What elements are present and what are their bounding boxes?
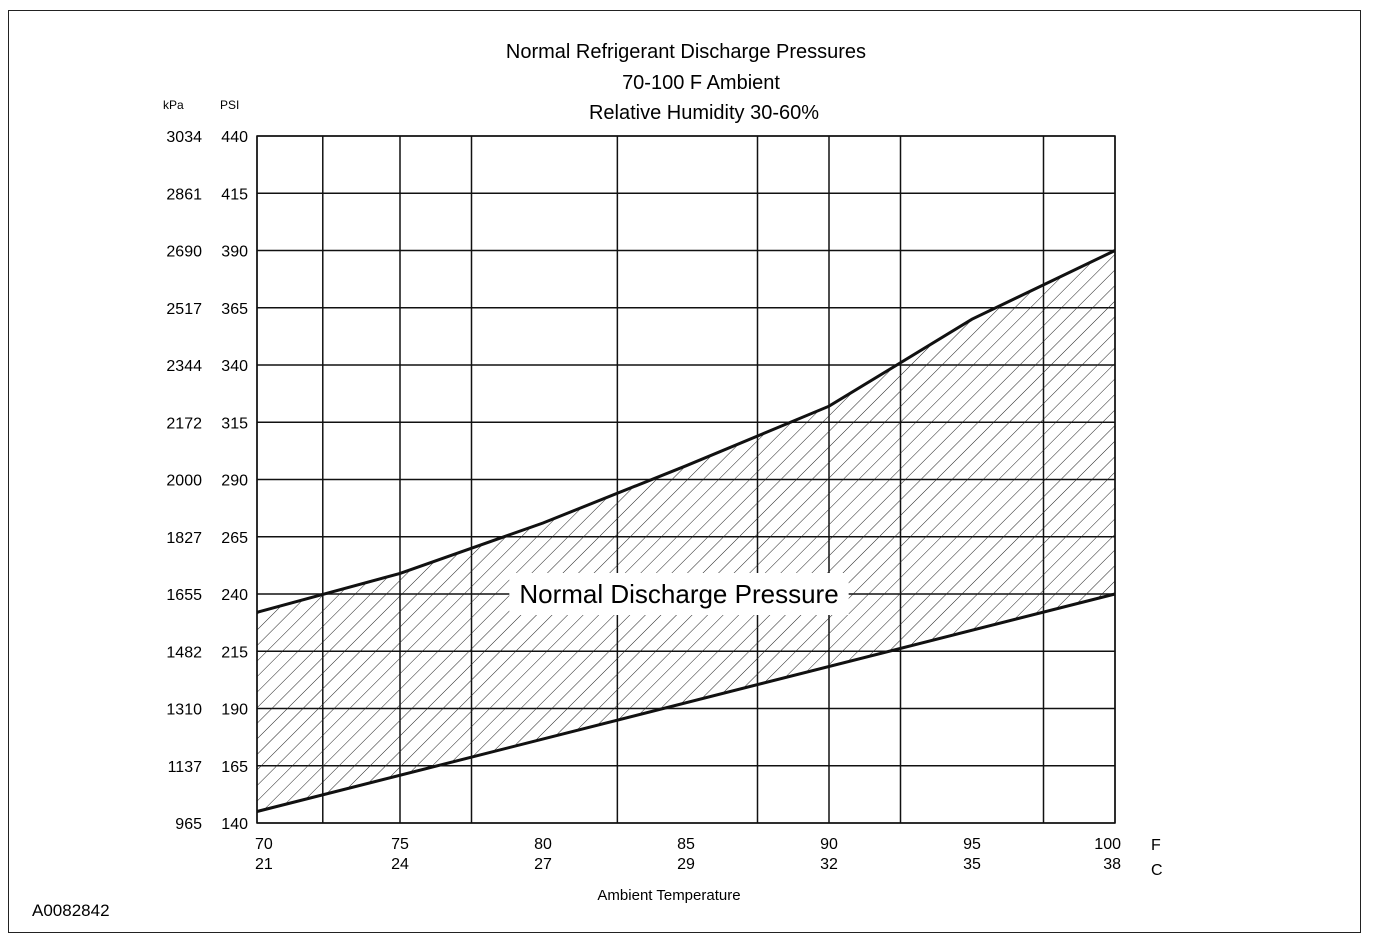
y-tick-label-psi: 165 bbox=[221, 759, 248, 776]
x-tick-label-f: 85 bbox=[677, 836, 695, 853]
figure-frame bbox=[8, 10, 1361, 933]
chart-title-line-3: Relative Humidity 30-60% bbox=[589, 102, 819, 124]
y-tick-labels-psi: 140 165 190 215 240 265 290 315 340 365 390 415 440 bbox=[221, 129, 248, 833]
y-tick-label-psi: 215 bbox=[221, 644, 248, 661]
plot-border bbox=[256, 135, 1116, 824]
x-tick-label-c: 21 bbox=[255, 856, 273, 873]
upper-limit-line bbox=[256, 249, 1116, 614]
x-unit-f: F bbox=[1151, 837, 1161, 854]
band-label-group: Normal Discharge Pressure bbox=[509, 573, 849, 615]
x-tick-label-f: 100 bbox=[1094, 836, 1121, 853]
y-tick-label-psi: 340 bbox=[221, 358, 248, 375]
y-unit-kpa: kPa bbox=[163, 98, 184, 112]
x-tick-label-c: 24 bbox=[391, 856, 409, 873]
x-tick-label-c: 35 bbox=[963, 856, 981, 873]
x-tick-label-c: 38 bbox=[1103, 856, 1121, 873]
y-tick-label-kpa: 1137 bbox=[168, 759, 203, 776]
y-tick-label-kpa: 2690 bbox=[166, 244, 202, 261]
y-tick-label-kpa: 1655 bbox=[166, 587, 202, 604]
chart-title-line-1: Normal Refrigerant Discharge Pressures bbox=[506, 41, 866, 63]
y-tick-label-kpa: 1482 bbox=[166, 644, 202, 661]
x-tick-label-c: 27 bbox=[534, 856, 552, 873]
band-label-background bbox=[509, 573, 849, 615]
x-tick-label-c: 32 bbox=[820, 856, 838, 873]
band-label: Normal Discharge Pressure bbox=[519, 579, 838, 609]
x-tick-label-f: 75 bbox=[391, 836, 409, 853]
x-tick-label-c: 29 bbox=[677, 856, 695, 873]
y-tick-label-psi: 415 bbox=[221, 186, 248, 203]
figure-code: A0082842 bbox=[32, 901, 110, 920]
y-tick-label-kpa: 2000 bbox=[166, 473, 202, 490]
x-unit-c: C bbox=[1151, 862, 1163, 879]
y-tick-label-kpa: 1310 bbox=[166, 702, 202, 719]
x-tick-label-f: 70 bbox=[255, 836, 273, 853]
x-tick-labels-f: 70 75 80 85 90 95 100 bbox=[255, 836, 1121, 853]
y-unit-psi: PSI bbox=[220, 98, 239, 112]
y-tick-label-psi: 315 bbox=[221, 415, 248, 432]
y-tick-label-kpa: 1827 bbox=[166, 530, 202, 547]
y-tick-label-kpa: 2517 bbox=[166, 301, 202, 318]
lower-limit-line bbox=[256, 592, 1116, 813]
y-tick-label-psi: 140 bbox=[221, 816, 248, 833]
y-tick-label-psi: 390 bbox=[221, 244, 248, 261]
y-tick-label-kpa: 3034 bbox=[166, 129, 202, 146]
x-tick-label-f: 90 bbox=[820, 836, 838, 853]
y-tick-label-kpa: 2861 bbox=[166, 186, 202, 203]
x-tick-labels-c: 21 24 27 29 32 35 38 bbox=[255, 856, 1121, 873]
y-tick-label-psi: 240 bbox=[221, 587, 248, 604]
x-axis-label: Ambient Temperature bbox=[597, 887, 740, 904]
normal-pressure-band bbox=[257, 250, 1115, 812]
y-tick-label-kpa: 2172 bbox=[166, 415, 202, 432]
y-tick-labels-kpa: 965 1137 1310 1482 1655 1827 2000 2172 2344 2517 2… bbox=[166, 129, 202, 833]
y-tick-label-psi: 440 bbox=[221, 129, 248, 146]
y-tick-label-kpa: 2344 bbox=[166, 358, 202, 375]
chart-title-line-2: 70-100 F Ambient bbox=[622, 72, 780, 94]
y-tick-label-psi: 190 bbox=[221, 702, 248, 719]
y-tick-label-kpa: 965 bbox=[175, 816, 202, 833]
y-tick-label-psi: 290 bbox=[221, 473, 248, 490]
x-tick-label-f: 80 bbox=[534, 836, 552, 853]
x-tick-label-f: 95 bbox=[963, 836, 981, 853]
y-tick-label-psi: 365 bbox=[221, 301, 248, 318]
y-tick-label-psi: 265 bbox=[221, 530, 248, 547]
